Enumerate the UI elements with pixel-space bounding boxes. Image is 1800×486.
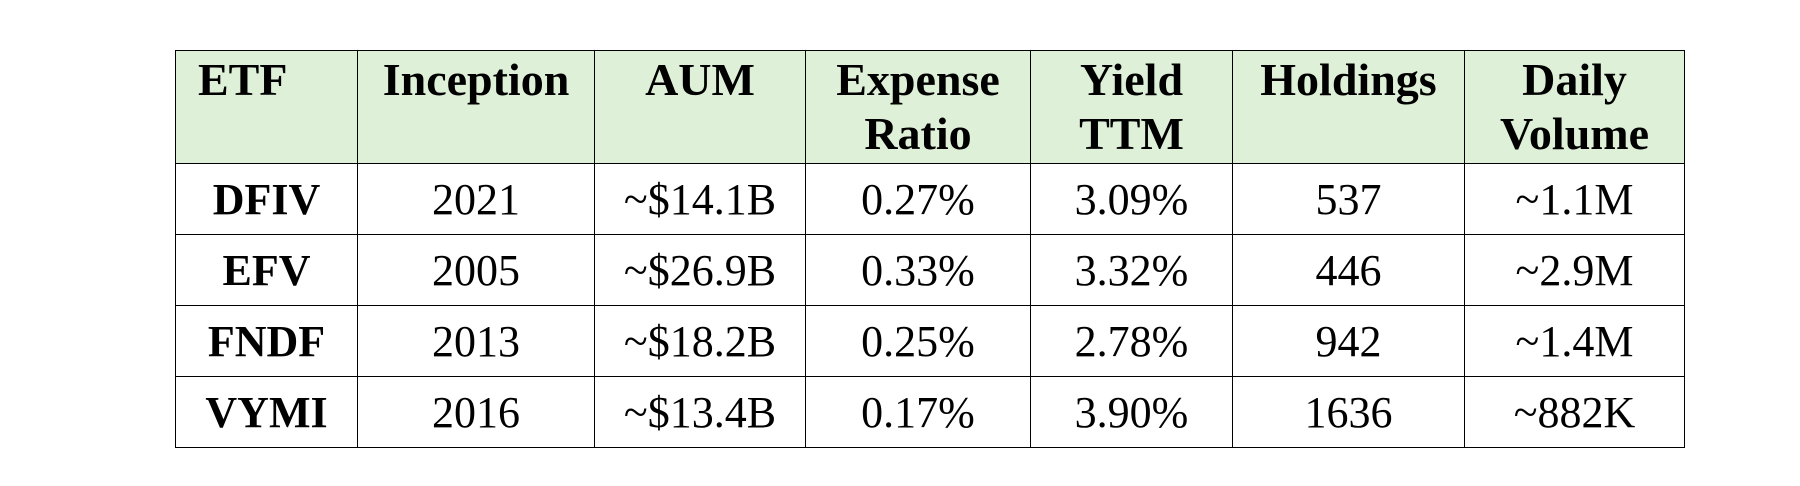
table-cell: 446	[1232, 234, 1465, 306]
ticker-cell: EFV	[175, 234, 358, 306]
header-cell: Expense Ratio	[805, 50, 1031, 164]
ticker-cell: VYMI	[175, 376, 358, 448]
header-cell: Daily Volume	[1464, 50, 1685, 164]
header-cell: Yield TTM	[1030, 50, 1233, 164]
table-row: VYMI 2016 ~$13.4B 0.17% 3.90% 1636 ~882K	[175, 376, 1685, 448]
etf-table: ETF Inception AUM Expense Ratio Yield TTM Hol…	[175, 50, 1685, 448]
table-cell: 3.09%	[1030, 163, 1233, 235]
table-body: DFIV 2021 ~$14.1B 0.27% 3.09% 537 ~1.1M EFV 2005…	[175, 163, 1685, 448]
table-cell: ~1.4M	[1464, 305, 1685, 377]
table-row: FNDF 2013 ~$18.2B 0.25% 2.78% 942 ~1.4M	[175, 305, 1685, 377]
table-cell: 0.17%	[805, 376, 1031, 448]
table-cell: ~$14.1B	[594, 163, 806, 235]
table-cell: 1636	[1232, 376, 1465, 448]
table-header: ETF Inception AUM Expense Ratio Yield TTM Hol…	[175, 50, 1685, 164]
table-cell: 2005	[357, 234, 595, 306]
ticker-cell: DFIV	[175, 163, 358, 235]
table-row: EFV 2005 ~$26.9B 0.33% 3.32% 446 ~2.9M	[175, 234, 1685, 306]
table-cell: ~$13.4B	[594, 376, 806, 448]
table-cell: ~$26.9B	[594, 234, 806, 306]
header-cell: ETF	[175, 50, 358, 164]
table-cell: ~882K	[1464, 376, 1685, 448]
ticker-cell: FNDF	[175, 305, 358, 377]
table-cell: 2.78%	[1030, 305, 1233, 377]
table-cell: 3.90%	[1030, 376, 1233, 448]
table-cell: 0.33%	[805, 234, 1031, 306]
header-cell: AUM	[594, 50, 806, 164]
table-row: DFIV 2021 ~$14.1B 0.27% 3.09% 537 ~1.1M	[175, 163, 1685, 235]
table-cell: 537	[1232, 163, 1465, 235]
table-cell: ~$18.2B	[594, 305, 806, 377]
table-cell: ~1.1M	[1464, 163, 1685, 235]
table-cell: 0.25%	[805, 305, 1031, 377]
table-cell: 2016	[357, 376, 595, 448]
header-cell: Holdings	[1232, 50, 1465, 164]
table-cell: 942	[1232, 305, 1465, 377]
table-cell: 0.27%	[805, 163, 1031, 235]
table-cell: 3.32%	[1030, 234, 1233, 306]
table-cell: 2021	[357, 163, 595, 235]
table-cell: ~2.9M	[1464, 234, 1685, 306]
header-cell: Inception	[357, 50, 595, 164]
header-row: ETF Inception AUM Expense Ratio Yield TTM Hol…	[175, 50, 1685, 164]
table-cell: 2013	[357, 305, 595, 377]
